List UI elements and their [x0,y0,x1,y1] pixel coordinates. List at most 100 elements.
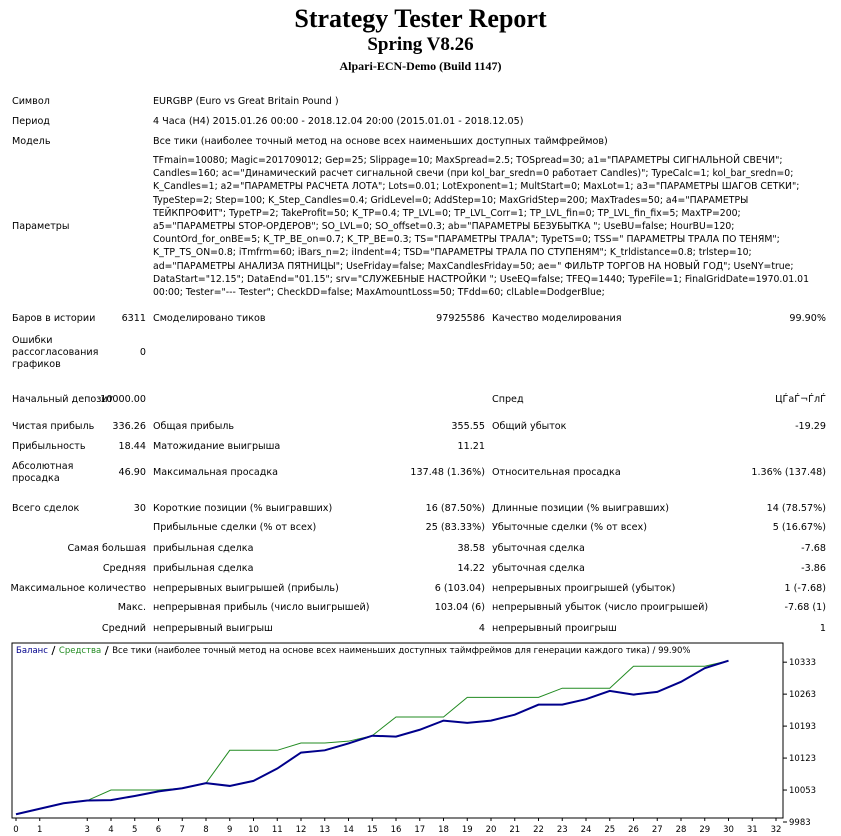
stat-value: 97925586 [436,313,485,324]
parameters-line: DataStart="12.15"; DataEnd="01.15"; srv=… [153,273,809,285]
x-tick-label: 26 [628,825,639,835]
stat-label: Длинные позиции (% выигравших) [492,503,669,514]
x-tick-label: 28 [676,825,687,835]
stat-label: Макс. [117,602,146,613]
stat-label: Чистая прибыль [12,421,95,432]
stat-label: Качество моделирования [492,313,622,324]
stat-value: 1.36% (137.48) [751,467,826,478]
stat-value: 6311 [121,313,146,324]
stat-label: Относительная просадка [492,467,621,478]
legend-entry: Средства [59,646,101,656]
stat-value: 46.90 [118,467,146,478]
stat-label: прибыльная сделка [153,543,254,554]
stats-row: Баров в истории 6311 Смоделировано тиков 97… [0,312,841,326]
stat-label: Матожидание выигрыша [153,441,281,452]
x-tick-label: 25 [604,825,615,835]
x-tick-label: 9 [227,825,232,835]
chart-frame [11,642,784,819]
parameters-label: Параметры [12,221,70,232]
stat-label: убыточная сделка [492,543,585,554]
stats-row: Абсолютная просадка 46.90 Максимальная про… [0,460,841,486]
stat-value: 137.48 (1.36%) [410,467,485,478]
stat-label: Убыточные сделки (% от всех) [492,522,647,533]
legend-separator [51,645,56,656]
legend-entry: Баланс [16,646,48,656]
info-value: Все тики (наиболее точный метод на основ… [153,136,608,147]
stat-value: 99.90% [789,313,826,324]
title: Strategy Tester Report [294,4,547,33]
stat-value: 18.44 [118,441,146,452]
parameters-line: K_Candles=1; a2="ПАРАМЕТРЫ РАСЧЕТА ЛОТА"… [153,181,800,193]
x-tick-label: 4 [108,825,113,835]
info-value: 4 Часа (H4) 2015.01.26 00:00 - 2018.12.0… [153,116,524,127]
series-line [15,659,729,816]
stat-label: Самая большая [67,543,146,554]
stat-label: непрерывный проигрыш [492,623,617,634]
x-tick-label: 17 [414,825,425,835]
legend-note: Все тики (наиболее точный метод на основ… [112,646,690,656]
stats-row: Ошибки рассогласования графиков 0 [0,333,841,373]
legend-separator [104,645,109,656]
stat-value: 5 (16.67%) [772,522,826,533]
stat-value: 1 [819,623,826,634]
x-tick-label: 18 [438,825,449,835]
x-tick-label: 22 [533,825,544,835]
x-tick-label: 30 [723,825,734,835]
stat-value: 16 (87.50%) [425,503,485,514]
stat-label: Короткие позиции (% выигравших) [153,503,333,514]
x-tick-label: 11 [272,825,283,835]
stat-value: 103.04 (6) [434,602,485,613]
stat-value: 4 [478,623,485,634]
stat-label: Максимальное количество [10,583,146,594]
parameters-line: ТЕЙКПРОФИТ"; TypeTP=2; TakeProfit=50; K_… [153,207,741,219]
stat-value: 10000.00 [100,394,146,405]
x-tick-label: 13 [319,825,330,835]
stat-label: Прибыльность [12,441,86,452]
stat-value: 6 (103.04) [434,583,485,594]
stat-value: 336.26 [112,421,146,432]
parameters-line: TFmain=10080; Magic=201709012; Gep=25; S… [153,155,783,166]
stats-row: Макс. непрерывная прибыль (число выигрыше… [0,601,841,615]
y-tick-label: 10333 [789,658,816,668]
stat-label: непрерывный убыток (число проигрышей) [492,602,709,613]
stats-row: Максимальное количество непрерывных выигр… [0,582,841,596]
parameters-line: CountOrd_for_onBE=5; K_TP_BE_on=0.7; K_T… [153,234,780,246]
info-value: EURGBP (Euro vs Great Britain Pound ) [153,96,339,107]
stat-label: Ошибки рассогласования графиков [12,335,99,370]
stat-value: -19.29 [795,421,826,432]
stat-value: 25 (83.33%) [425,522,485,533]
stat-value: 0 [139,347,146,358]
stat-value: -7.68 [801,543,826,554]
x-tick-label: 5 [132,825,137,835]
stats-row: Чистая прибыль 336.26 Общая прибыль 355.55 О… [0,420,841,434]
parameters-line: ad="ПАРАМЕТРЫ АНАЛИЗА ПЯТНИЦЫ"; UseFrida… [153,260,794,272]
stat-label: непрерывный выигрыш [153,623,273,634]
x-tick-label: 10 [248,825,259,835]
x-tick-label: 12 [296,825,307,835]
stat-label: Спред [492,394,524,405]
subtitle: Spring V8.26 [367,34,474,55]
x-tick-label: 16 [391,825,402,835]
x-tick-label: 24 [581,825,592,835]
parameters-line: TypeStep=2; Step=100; K_Step_Candles=0.4… [153,194,749,206]
info-label: Период [12,116,50,127]
stat-label: Всего сделок [12,503,80,514]
y-tick-label: 10123 [789,754,816,764]
stat-label: Средняя [102,563,146,574]
stats-row: Прибыльные сделки (% от всех) 25 (83.33%)… [0,521,841,535]
stat-label: Общая прибыль [153,421,235,432]
stats-row: Самая большая прибыльная сделка 38.58 убыто… [0,542,841,556]
y-tick-label: 10193 [789,722,816,732]
stat-value: ЦЃаЃ¬ЃлЃ [775,394,826,405]
stat-label: Средний [101,623,146,634]
stats-row: Средний непрерывный выигрыш 4 непрерывный п… [0,622,841,636]
x-tick-label: 19 [462,825,473,835]
stats-row: Всего сделок 30 Короткие позиции (% выигра… [0,502,841,516]
x-tick-label: 20 [486,825,497,835]
stat-value: -3.86 [801,563,826,574]
x-tick-label: 0 [13,825,18,835]
info-label: Символ [12,96,50,107]
x-tick-label: 3 [85,825,90,835]
stat-label: Абсолютная просадка [12,461,74,484]
